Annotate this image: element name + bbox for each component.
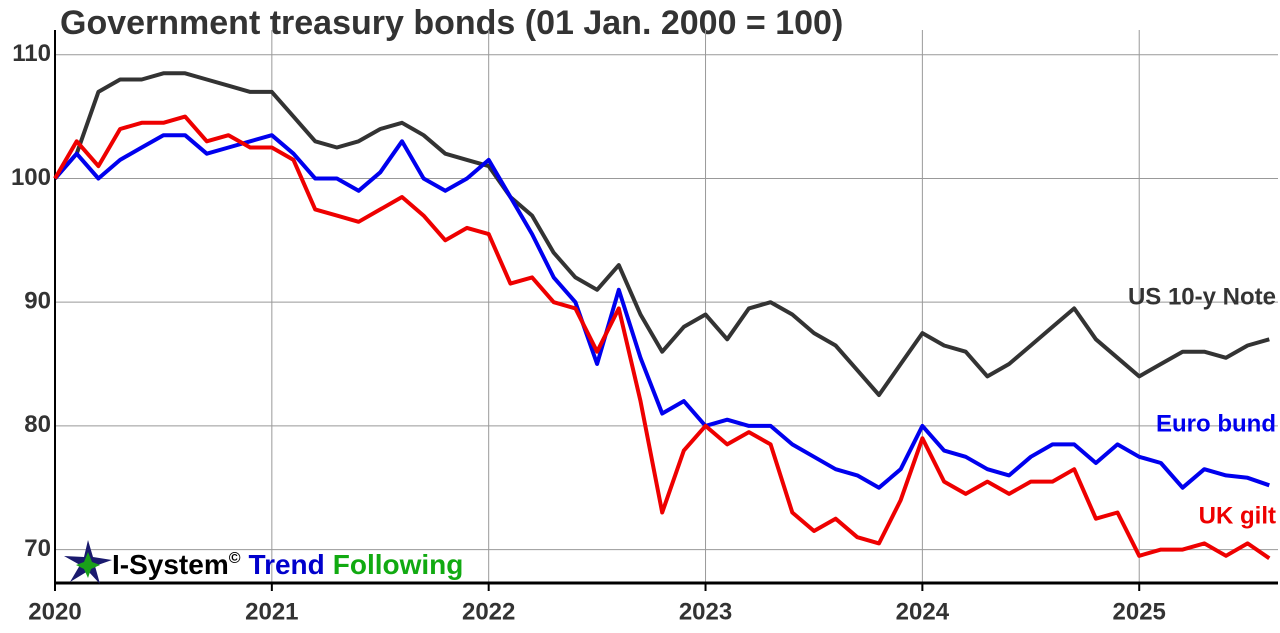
x-tick-label: 2021 [245,598,298,625]
brand-name: I-System [112,549,229,580]
x-tick-label: 2023 [679,598,732,625]
brand-word: Trend [249,549,325,580]
brand-mark: © [229,550,241,567]
series-label: UK gilt [1199,502,1276,529]
y-tick-label: 110 [12,40,51,67]
series-line [53,71,1270,397]
y-tick-label: 90 [24,288,51,315]
y-tick-label: 70 [24,535,51,562]
logo: I-System© Trend Following [64,540,463,584]
logo-star-core [76,552,100,578]
logo-text: I-System© Trend Following [112,549,463,580]
series-label: US 10-y Note [1128,283,1276,310]
x-tick-label: 2024 [896,598,950,625]
x-tick-label: 2020 [28,598,81,625]
series-line [53,114,1271,560]
chart-title: Government treasury bonds (01 Jan. 2000 … [60,4,843,42]
y-tick-label: 80 [24,411,51,438]
x-tick-label: 2022 [462,598,515,625]
series-line [53,133,1270,490]
y-tick-label: 100 [11,164,51,191]
series-label: Euro bund [1156,410,1276,437]
brand-word: Following [333,549,464,580]
x-tick-label: 2025 [1113,598,1166,625]
